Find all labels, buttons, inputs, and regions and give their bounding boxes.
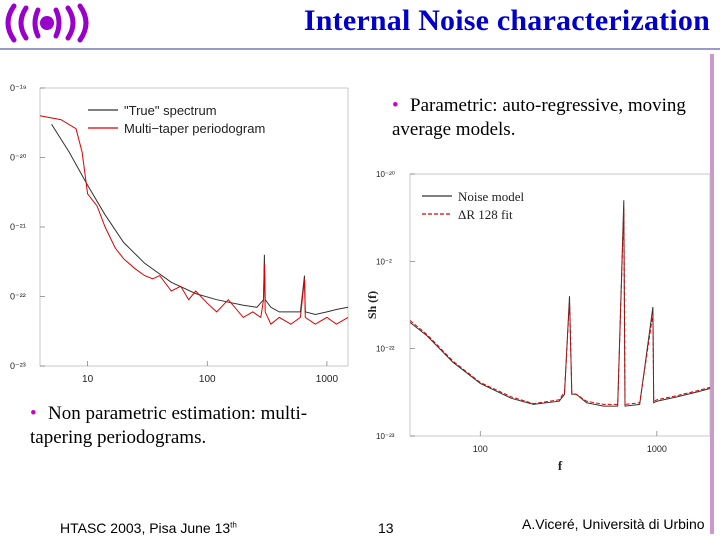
y-tick-label: 0⁻²³ <box>10 361 26 371</box>
footer-conference-sup: th <box>230 520 237 530</box>
page-number: 13 <box>378 520 394 536</box>
footer-conference: HTASC 2003, Pisa June 13th <box>60 520 237 536</box>
virgo-logo <box>5 3 89 43</box>
y-tick-label: 10⁻²⁰ <box>376 170 395 179</box>
bullet-nonparametric: • Non parametric estimation: multi-taperi… <box>30 402 360 450</box>
bullet-marker: • <box>30 403 37 424</box>
y-tick-label: 0⁻²² <box>10 292 26 302</box>
x-tick-label: 1000 <box>316 374 339 385</box>
slide-title: Internal Noise characterization <box>303 4 710 37</box>
y-tick-label: 10⁻² <box>376 257 392 266</box>
plot-area <box>409 173 711 437</box>
footer-conference-text: HTASC 2003, Pisa June 13 <box>60 520 231 536</box>
series-line-2 <box>39 115 349 325</box>
legend-label: ΔR 128 fit <box>458 207 513 222</box>
y-axis-label: Sh (f) <box>365 291 379 319</box>
x-tick-label: 100 <box>473 444 488 454</box>
series-line-2 <box>409 208 711 405</box>
bullet-parametric-text: Parametric: auto-regressive, moving aver… <box>392 95 686 140</box>
bullet-marker: • <box>392 95 399 116</box>
periodogram-chart: 0⁻¹⁹ 0⁻²⁰ 0⁻²¹ 0⁻²² 0⁻²³ 10 100 1000 "True" spec… <box>10 83 349 385</box>
legend-label: Multi−taper periodogram <box>124 121 265 136</box>
x-tick-label: 1000 <box>647 444 667 454</box>
y-tick-label: 0⁻¹⁹ <box>10 83 27 93</box>
x-tick-label: 100 <box>199 374 216 385</box>
legend-label: "True" spectrum <box>124 103 217 118</box>
y-tick-label: 10⁻²³ <box>376 432 395 441</box>
bullet-nonparametric-text: Non parametric estimation: multi-taperin… <box>30 403 308 448</box>
title-divider <box>0 48 720 50</box>
side-bar <box>710 54 714 534</box>
footer-author: A.Viceré, Università di Urbino <box>522 516 705 532</box>
y-tick-label: 0⁻²⁰ <box>10 153 27 163</box>
legend-label: Noise model <box>458 189 524 204</box>
series-line-1 <box>409 200 711 407</box>
ar-fit-chart: 10⁻²⁰ 10⁻² 10⁻²² 10⁻²³ 100 1000 Noise model ΔR … <box>365 170 711 473</box>
bullet-parametric: • Parametric: auto-regressive, moving ave… <box>392 94 692 142</box>
y-tick-label: 10⁻²² <box>376 345 395 354</box>
x-axis-label: f <box>558 458 563 473</box>
x-tick-label: 10 <box>82 374 94 385</box>
y-tick-label: 0⁻²¹ <box>10 222 26 232</box>
